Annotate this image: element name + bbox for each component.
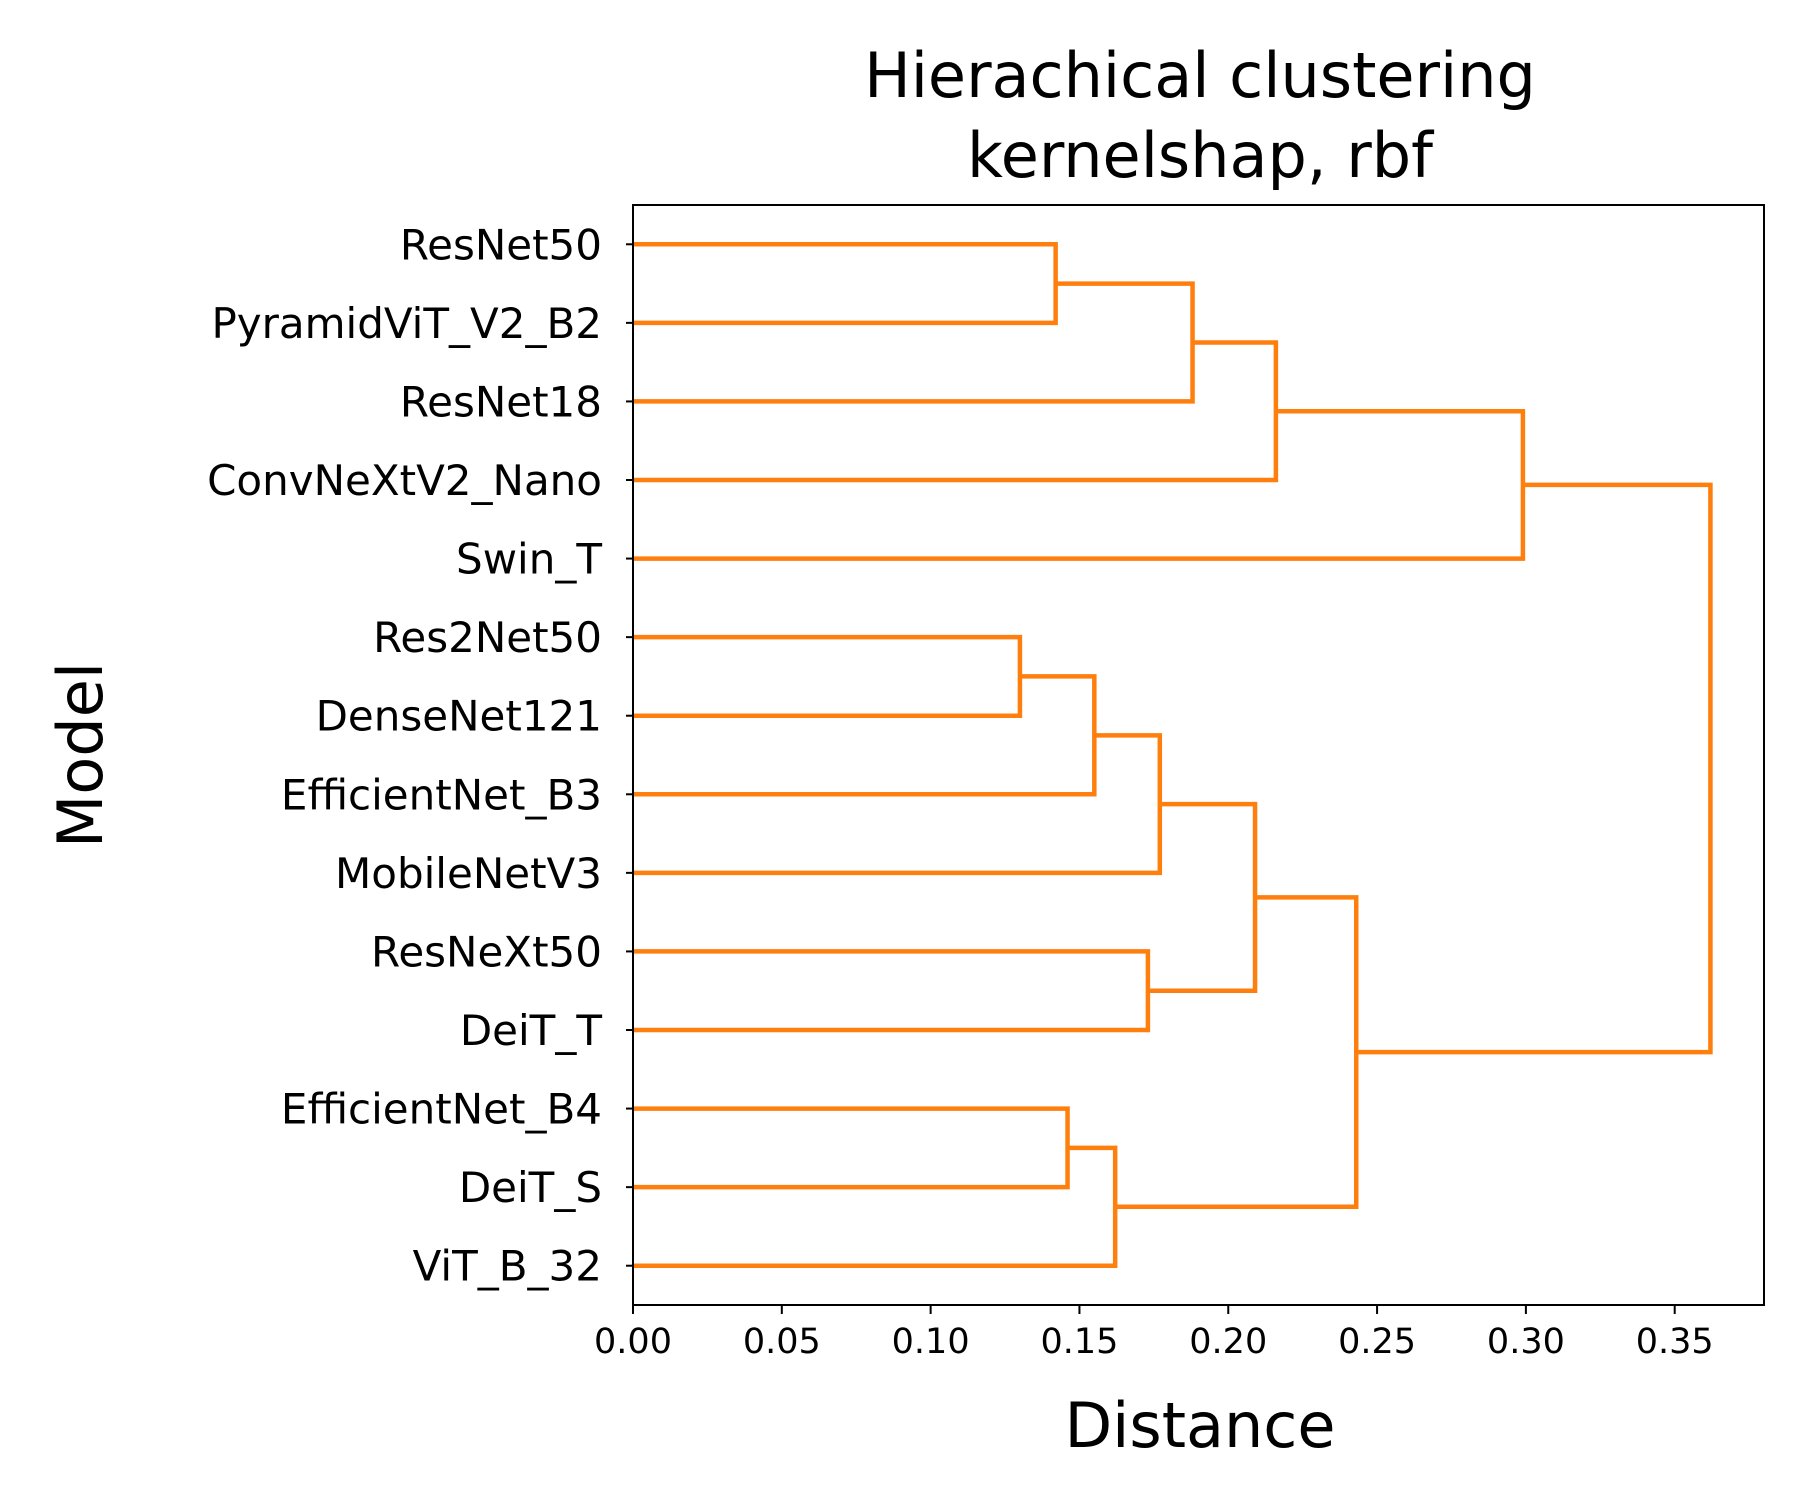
dendrogram-link (633, 1106, 1070, 1190)
leaf-label: ViT_B_32 (413, 1242, 602, 1291)
dendrogram-link (633, 949, 1151, 1033)
x-tick-label: 0.05 (743, 1322, 821, 1362)
leaf-label: ResNet18 (400, 377, 602, 426)
leaf-labels: ResNet50 PyramidViT_V2_B2 ResNet18 ConvNeXt… (207, 220, 633, 1291)
leaf-label: PyramidViT_V2_B2 (211, 299, 602, 348)
leaf-label: DenseNet121 (316, 692, 602, 741)
leaf-label: Swin_T (456, 535, 602, 584)
dendrogram-link (633, 281, 1195, 404)
leaf-label: ConvNeXtV2_Nano (207, 456, 602, 505)
x-tick-label: 0.30 (1487, 1322, 1565, 1362)
dendrogram-link (1115, 895, 1359, 1210)
leaf-label: Res2Net50 (373, 613, 602, 662)
x-tick-label: 0.10 (892, 1322, 970, 1362)
dendrogram-link (1147, 801, 1258, 993)
x-tick-label: 0.35 (1636, 1322, 1714, 1362)
dendrogram-links (633, 242, 1713, 1268)
leaf-label: DeiT_S (459, 1163, 602, 1212)
leaf-label: MobileNetV3 (335, 849, 602, 898)
dendrogram-link (633, 634, 1023, 718)
x-tick-label: 0.00 (594, 1322, 672, 1362)
x-tick-label: 0.15 (1040, 1322, 1118, 1362)
leaf-label: ResNet50 (400, 220, 602, 269)
chart-title-line1: Hierachical clustering (864, 39, 1536, 112)
x-tick-label: 0.25 (1338, 1322, 1416, 1362)
plot-frame (632, 204, 1765, 1306)
x-tick-label: 0.20 (1189, 1322, 1267, 1362)
leaf-label: DeiT_T (460, 1006, 603, 1055)
leaf-label: ResNeXt50 (371, 927, 602, 976)
dendrogram-link (633, 733, 1163, 876)
x-axis-title: Distance (1064, 1389, 1335, 1462)
dendrogram-link (633, 674, 1097, 797)
x-axis-ticks: 0.00 0.05 0.10 0.15 0.20 0.25 0.30 0.35 (594, 1305, 1714, 1362)
leaf-label: EfficientNet_B3 (281, 770, 602, 819)
dendrogram-link (633, 1145, 1118, 1268)
dendrogram-link (633, 340, 1279, 483)
dendrogram-link (633, 409, 1526, 561)
dendrogram-link (633, 242, 1058, 326)
chart-title-line2: kernelshap, rbf (967, 119, 1435, 192)
dendrogram-link (1356, 482, 1713, 1055)
y-axis-title: Model (44, 662, 117, 848)
leaf-label: EfficientNet_B4 (281, 1085, 602, 1134)
